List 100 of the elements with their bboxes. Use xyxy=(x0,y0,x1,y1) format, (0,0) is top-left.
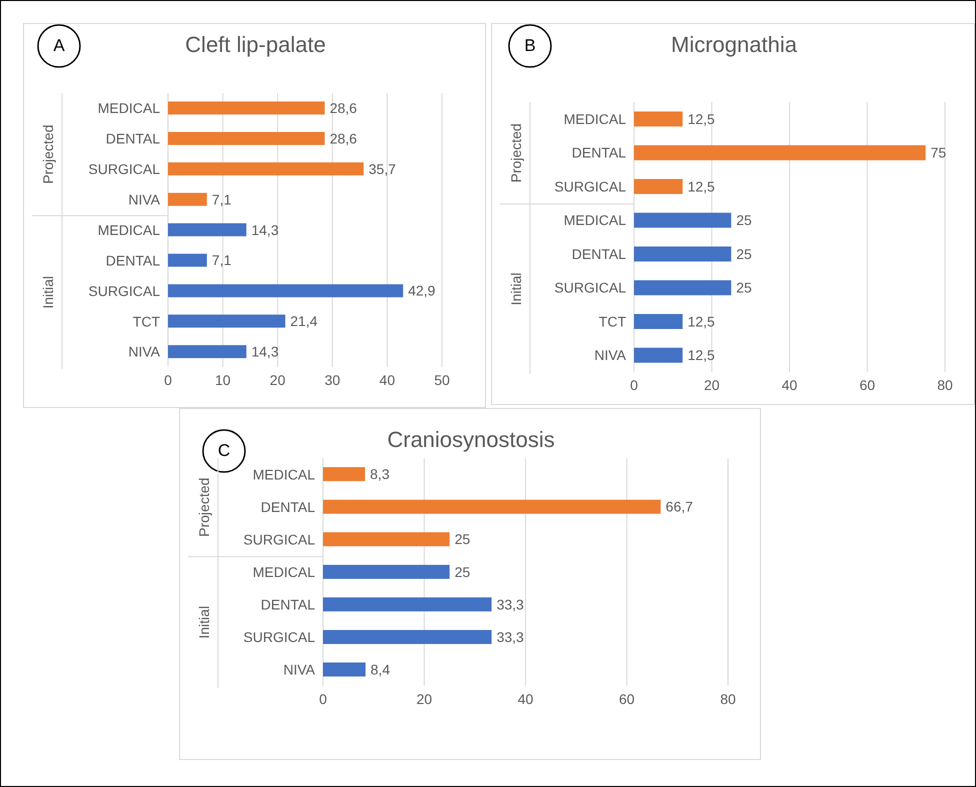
bar xyxy=(634,178,683,194)
bar xyxy=(323,662,366,677)
chart-title: Craniosynostosis xyxy=(387,427,555,452)
bar xyxy=(634,348,683,363)
bar xyxy=(634,212,732,228)
x-tick-label: 60 xyxy=(859,376,876,393)
data-label: 12,5 xyxy=(688,313,716,330)
data-label: 33,3 xyxy=(496,628,524,645)
bar xyxy=(168,192,207,206)
y-tick-label: DENTAL xyxy=(572,246,626,262)
x-tick-label: 0 xyxy=(319,690,328,707)
bar xyxy=(323,597,492,612)
x-tick-label: 20 xyxy=(704,376,720,393)
x-tick-label: 80 xyxy=(937,376,953,393)
y-tick-label: SURGICAL xyxy=(243,629,316,646)
x-tick-label: 20 xyxy=(270,372,286,388)
bar xyxy=(168,345,246,358)
chart-title: Micrognathia xyxy=(671,32,797,57)
y-tick-label: MEDICAL xyxy=(252,466,316,482)
text: A xyxy=(52,36,66,56)
bar xyxy=(168,132,325,145)
bar xyxy=(323,630,492,644)
text: Initial xyxy=(508,272,524,306)
text: Initial xyxy=(196,606,212,639)
data-label: 25 xyxy=(454,531,470,548)
y-tick-label: NIVA xyxy=(128,192,161,208)
data-label: 42,9 xyxy=(408,282,436,299)
y-tick-label: NIVA xyxy=(594,347,627,364)
bar xyxy=(323,564,450,579)
y-tick-label: SURGICAL xyxy=(88,161,160,178)
text: C xyxy=(216,441,232,461)
text: B xyxy=(523,36,537,56)
y-tick-label: SURGICAL xyxy=(88,282,160,299)
text: Projected xyxy=(40,124,56,184)
bar xyxy=(323,532,450,546)
bar xyxy=(168,314,286,328)
bar xyxy=(634,314,683,329)
x-tick-label: 60 xyxy=(618,690,635,707)
y-tick-label: SURGICAL xyxy=(554,178,626,194)
y-tick-label: SURGICAL xyxy=(243,531,316,548)
data-label: 66,7 xyxy=(666,498,694,515)
y-tick-label: DENTAL xyxy=(260,596,316,613)
data-label: 28,6 xyxy=(330,130,358,146)
data-label: 8,3 xyxy=(370,466,390,482)
x-tick-label: 40 xyxy=(518,690,534,707)
x-tick-label: 20 xyxy=(416,690,432,707)
chart-title: Cleft lip-palate xyxy=(185,32,326,57)
data-label: 33,3 xyxy=(496,596,524,612)
data-label: 25 xyxy=(454,564,470,580)
data-label: 12,5 xyxy=(688,347,716,364)
x-tick-label: 50 xyxy=(434,372,450,388)
data-label: 12,5 xyxy=(688,178,716,194)
bar xyxy=(634,111,683,126)
data-label: 8,4 xyxy=(370,662,390,678)
y-tick-label: DENTAL xyxy=(106,130,160,147)
data-label: 7,1 xyxy=(212,252,232,268)
x-tick-label: 30 xyxy=(324,372,340,388)
text: Initial xyxy=(40,276,56,309)
bar xyxy=(168,162,364,176)
data-label: 28,6 xyxy=(330,100,358,116)
y-tick-label: TCT xyxy=(598,313,626,330)
x-tick-label: 80 xyxy=(720,690,736,707)
y-tick-label: SURGICAL xyxy=(554,280,626,296)
data-label: 7,1 xyxy=(212,191,232,208)
data-label: 25 xyxy=(736,212,752,228)
y-tick-label: NIVA xyxy=(128,344,161,360)
bar xyxy=(168,223,246,236)
data-label: 12,5 xyxy=(688,110,716,127)
y-tick-label: MEDICAL xyxy=(564,212,626,228)
x-tick-label: 40 xyxy=(379,372,396,388)
y-tick-label: MEDICAL xyxy=(564,110,626,127)
data-label: 35,7 xyxy=(368,160,396,177)
y-tick-label: DENTAL xyxy=(572,144,626,161)
text: Projected xyxy=(196,478,212,537)
bar xyxy=(168,102,325,115)
bar xyxy=(323,467,366,482)
y-tick-label: DENTAL xyxy=(260,498,316,515)
x-tick-label: 10 xyxy=(215,372,231,388)
bar xyxy=(323,500,661,514)
y-tick-label: TCT xyxy=(132,313,160,330)
data-label: 21,4 xyxy=(290,313,318,330)
data-label: 25 xyxy=(736,246,752,262)
x-tick-label: 40 xyxy=(782,376,798,393)
bar xyxy=(168,254,207,267)
y-tick-label: MEDICAL xyxy=(252,564,316,580)
data-label: 25 xyxy=(736,280,752,296)
x-tick-label: 0 xyxy=(164,372,172,388)
bar xyxy=(168,284,404,298)
y-tick-label: MEDICAL xyxy=(98,100,160,116)
text: Projected xyxy=(508,123,524,183)
data-label: 14,3 xyxy=(251,222,279,238)
x-tick-label: 0 xyxy=(630,376,638,393)
y-tick-label: DENTAL xyxy=(106,252,160,268)
y-tick-label: NIVA xyxy=(283,662,316,678)
data-label: 14,3 xyxy=(251,344,279,360)
bar xyxy=(634,280,732,296)
data-label: 75 xyxy=(930,144,946,161)
bar xyxy=(634,246,732,262)
y-tick-label: MEDICAL xyxy=(98,222,160,238)
bar xyxy=(634,145,926,160)
